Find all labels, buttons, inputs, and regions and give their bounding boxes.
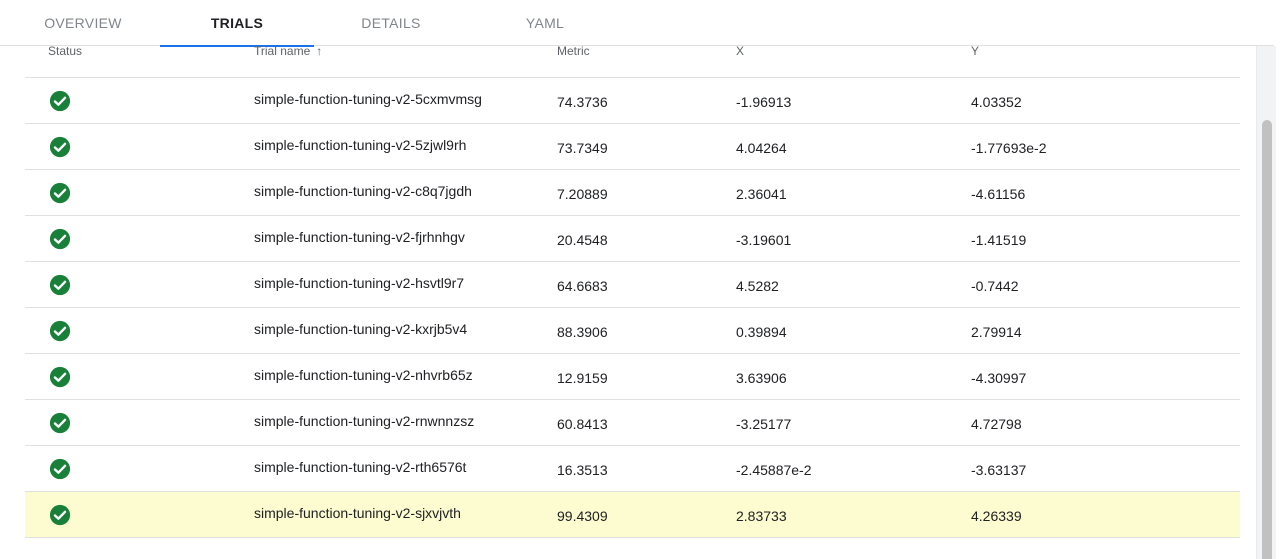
tab-overview[interactable]: OVERVIEW	[0, 0, 166, 46]
trial-name-link[interactable]: simple-function-tuning-v2-fjrhnhgv	[254, 229, 465, 245]
metric-value: 64.6683	[557, 278, 608, 294]
check-circle-icon	[49, 274, 71, 296]
check-circle-icon	[49, 182, 71, 204]
column-header-trial-name-label: Trial name	[254, 44, 311, 58]
table-row[interactable]: simple-function-tuning-v2-hsvtl9r7 64.668…	[25, 262, 1240, 308]
check-circle-icon	[49, 458, 71, 480]
y-value: -0.7442	[971, 278, 1019, 294]
tab-yaml[interactable]: YAML	[468, 0, 622, 46]
check-circle-icon	[49, 504, 71, 526]
x-value: -3.19601	[736, 232, 792, 248]
column-header-metric[interactable]: Metric	[557, 44, 590, 58]
x-value: -3.25177	[736, 416, 792, 432]
x-value: 2.36041	[736, 186, 787, 202]
column-header-x[interactable]: X	[736, 44, 745, 58]
trial-name-link[interactable]: simple-function-tuning-v2-kxrjb5v4	[254, 321, 468, 337]
tab-yaml-label: YAML	[525, 15, 565, 31]
y-value: 4.72798	[971, 416, 1022, 432]
table-header: Status Trial name ↑ Metric X Y	[25, 44, 1240, 78]
scrollbar-thumb[interactable]	[1262, 120, 1272, 559]
check-circle-icon	[49, 320, 71, 342]
y-value: -4.30997	[971, 370, 1027, 386]
metric-value: 60.8413	[557, 416, 608, 432]
table-row[interactable]: simple-function-tuning-v2-fjrhnhgv 20.454…	[25, 216, 1240, 262]
trial-name-link[interactable]: simple-function-tuning-v2-rth6576t	[254, 459, 467, 475]
trial-name-link[interactable]: simple-function-tuning-v2-sjxvjvth	[254, 505, 461, 521]
y-value: 4.03352	[971, 94, 1022, 110]
x-value: -2.45887e-2	[736, 462, 812, 478]
check-circle-icon	[49, 136, 71, 158]
x-value: -1.96913	[736, 94, 792, 110]
metric-value: 12.9159	[557, 370, 608, 386]
table-row[interactable]: simple-function-tuning-v2-5zjwl9rh 73.734…	[25, 124, 1240, 170]
tab-overview-label: OVERVIEW	[44, 15, 122, 31]
sort-ascending-icon[interactable]: ↑	[316, 44, 323, 58]
x-value: 2.83733	[736, 508, 787, 524]
table-row[interactable]: simple-function-tuning-v2-5cxmvmsg 74.373…	[25, 78, 1240, 124]
column-header-status[interactable]: Status	[48, 44, 83, 58]
x-value: 3.63906	[736, 370, 787, 386]
metric-value: 99.4309	[557, 508, 608, 524]
trial-name-link[interactable]: simple-function-tuning-v2-hsvtl9r7	[254, 275, 465, 291]
table-row[interactable]: simple-function-tuning-v2-nhvrb65z 12.915…	[25, 354, 1240, 400]
x-value: 4.04264	[736, 140, 787, 156]
trial-name-link[interactable]: simple-function-tuning-v2-nhvrb65z	[254, 367, 473, 383]
column-header-y[interactable]: Y	[971, 44, 980, 58]
check-circle-icon	[49, 228, 71, 250]
tab-bar: OVERVIEW TRIALS DETAILS YAML	[0, 0, 1274, 47]
metric-value: 20.4548	[557, 232, 608, 248]
table-row[interactable]: simple-function-tuning-v2-rth6576t 16.351…	[25, 446, 1240, 492]
metric-value: 7.20889	[557, 186, 608, 202]
trial-name-link[interactable]: simple-function-tuning-v2-c8q7jgdh	[254, 183, 472, 199]
x-value: 4.5282	[736, 278, 779, 294]
tab-details-label: DETAILS	[361, 15, 421, 31]
tab-trials-label: TRIALS	[210, 15, 264, 31]
trial-name-link[interactable]: simple-function-tuning-v2-5zjwl9rh	[254, 137, 467, 153]
check-circle-icon	[49, 90, 71, 112]
metric-value: 74.3736	[557, 94, 608, 110]
y-value: -1.77693e-2	[971, 140, 1047, 156]
column-header-trial-name[interactable]: Trial name ↑	[254, 44, 323, 78]
table-row[interactable]: simple-function-tuning-v2-rnwnnzsz 60.841…	[25, 400, 1240, 446]
metric-value: 16.3513	[557, 462, 608, 478]
y-value: -1.41519	[971, 232, 1027, 248]
table-row[interactable]: simple-function-tuning-v2-kxrjb5v4 88.390…	[25, 308, 1240, 354]
y-value: 4.26339	[971, 508, 1022, 524]
trial-name-link[interactable]: simple-function-tuning-v2-5cxmvmsg	[254, 91, 482, 107]
tab-trials[interactable]: TRIALS	[160, 0, 314, 47]
metric-value: 73.7349	[557, 140, 608, 156]
trial-name-link[interactable]: simple-function-tuning-v2-rnwnnzsz	[254, 413, 475, 429]
x-value: 0.39894	[736, 324, 787, 340]
active-tab-indicator	[160, 45, 314, 47]
table-row[interactable]: simple-function-tuning-v2-c8q7jgdh 7.2088…	[25, 170, 1240, 216]
vertical-scrollbar[interactable]	[1256, 46, 1276, 559]
trials-table: Status Trial name ↑ Metric X Y simple-fun…	[25, 44, 1240, 538]
y-value: -4.61156	[971, 186, 1026, 202]
table-body: simple-function-tuning-v2-5cxmvmsg 74.373…	[25, 78, 1240, 538]
check-circle-icon	[49, 412, 71, 434]
y-value: 2.79914	[971, 324, 1022, 340]
table-row[interactable]: simple-function-tuning-v2-sjxvjvth 99.430…	[25, 492, 1240, 538]
metric-value: 88.3906	[557, 324, 608, 340]
tab-details[interactable]: DETAILS	[314, 0, 468, 46]
y-value: -3.63137	[971, 462, 1027, 478]
check-circle-icon	[49, 366, 71, 388]
